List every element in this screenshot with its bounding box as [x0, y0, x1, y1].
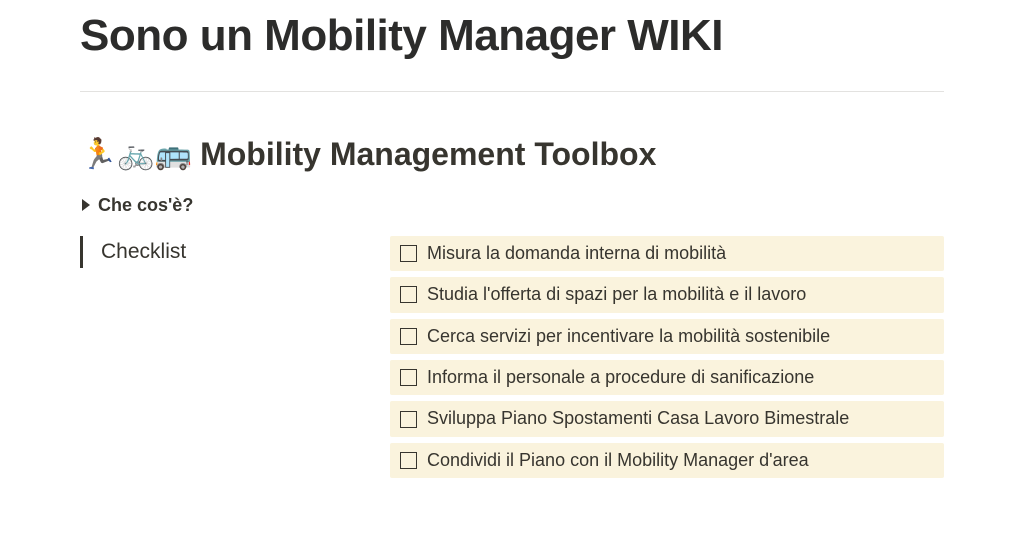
checklist-item[interactable]: Cerca servizi per incentivare la mobilit…: [390, 319, 944, 354]
checklist-text: Studia l'offerta di spazi per la mobilit…: [427, 283, 806, 306]
checklist-text: Cerca servizi per incentivare la mobilit…: [427, 325, 830, 348]
checklist-item[interactable]: Studia l'offerta di spazi per la mobilit…: [390, 277, 944, 312]
toggle-che-cose[interactable]: Che cos'è?: [80, 193, 944, 218]
checklist-heading: Checklist: [101, 240, 186, 264]
checkbox-icon[interactable]: [400, 369, 417, 386]
checkbox-icon[interactable]: [400, 286, 417, 303]
checklist-text: Misura la domanda interna di mobilità: [427, 242, 726, 265]
checkbox-icon[interactable]: [400, 328, 417, 345]
divider: [80, 91, 944, 92]
checklist-item[interactable]: Sviluppa Piano Spostamenti Casa Lavoro B…: [390, 401, 944, 436]
quote-block: Checklist: [80, 236, 390, 268]
checkbox-icon[interactable]: [400, 452, 417, 469]
checklist-item[interactable]: Informa il personale a procedure di sani…: [390, 360, 944, 395]
checklist-text: Informa il personale a procedure di sani…: [427, 366, 814, 389]
checklist-text: Sviluppa Piano Spostamenti Casa Lavoro B…: [427, 407, 849, 430]
checklist-item[interactable]: Condividi il Piano con il Mobility Manag…: [390, 443, 944, 478]
section-heading: 🏃🚲🚌 Mobility Management Toolbox: [80, 136, 944, 173]
toggle-label: Che cos'è?: [98, 195, 193, 216]
two-column-layout: Checklist Misura la domanda interna di m…: [80, 236, 944, 484]
checklist-item[interactable]: Misura la domanda interna di mobilità: [390, 236, 944, 271]
quote-bar-icon: [80, 236, 83, 268]
section-emoji-icon: 🏃🚲🚌: [80, 137, 192, 172]
page-title: Sono un Mobility Manager WIKI: [80, 10, 944, 63]
page-root: Sono un Mobility Manager WIKI 🏃🚲🚌 Mobili…: [0, 0, 1024, 484]
triangle-right-icon: [82, 199, 90, 211]
checkbox-icon[interactable]: [400, 245, 417, 262]
column-left: Checklist: [80, 236, 390, 268]
checklist-text: Condividi il Piano con il Mobility Manag…: [427, 449, 809, 472]
column-right: Misura la domanda interna di mobilità St…: [390, 236, 944, 484]
section-heading-text: Mobility Management Toolbox: [200, 136, 656, 173]
checkbox-icon[interactable]: [400, 411, 417, 428]
